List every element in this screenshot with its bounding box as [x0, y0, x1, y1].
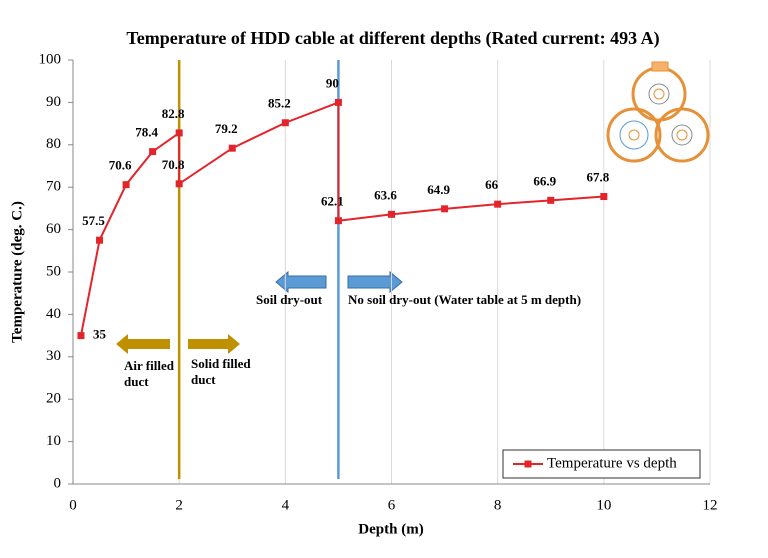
- annotation: Solid filled duct: [191, 356, 251, 387]
- legend-marker: [524, 460, 532, 468]
- annotation: Soil dry-out: [256, 292, 323, 307]
- marker: [149, 148, 157, 156]
- x-tick-label: 6: [388, 497, 396, 513]
- x-axis-label: Depth (m): [358, 521, 423, 537]
- data-label: 79.2: [215, 121, 238, 136]
- marker: [281, 119, 289, 127]
- marker: [77, 332, 85, 340]
- marker: [228, 144, 236, 152]
- y-tick-label: 80: [46, 136, 61, 152]
- marker: [441, 205, 449, 213]
- annotation: Air filled duct: [124, 358, 174, 389]
- marker: [494, 200, 502, 208]
- data-label: 85.2: [268, 96, 291, 111]
- x-tick-label: 0: [69, 497, 77, 513]
- x-tick-label: 10: [596, 497, 611, 513]
- marker: [96, 236, 104, 244]
- data-label: 70.8: [162, 157, 185, 172]
- y-tick-label: 70: [46, 179, 61, 195]
- y-tick-label: 100: [39, 51, 62, 67]
- cable-icon: [606, 61, 710, 163]
- data-label: 64.9: [427, 182, 450, 197]
- x-tick-label: 12: [703, 497, 718, 513]
- chart-title: Temperature of HDD cable at different de…: [126, 28, 659, 49]
- y-tick-label: 0: [54, 475, 62, 491]
- data-label: 63.6: [374, 187, 397, 202]
- data-label: 35: [93, 327, 107, 342]
- arrow: [347, 270, 403, 294]
- data-label: 78.4: [135, 125, 158, 140]
- arrow: [275, 270, 327, 294]
- marker: [334, 98, 342, 106]
- y-tick-label: 40: [46, 306, 61, 322]
- arrow: [116, 334, 170, 354]
- marker: [388, 210, 395, 218]
- data-label: 66.9: [533, 173, 556, 188]
- legend-label: Temperature vs depth: [547, 455, 677, 471]
- y-tick-label: 20: [46, 391, 61, 407]
- data-label: 57.5: [82, 213, 105, 228]
- marker: [334, 217, 342, 225]
- y-axis-label: Temperature (deg. C.): [9, 201, 25, 343]
- marker: [175, 180, 183, 188]
- marker: [547, 196, 555, 204]
- data-label: 70.6: [109, 158, 132, 173]
- y-tick-label: 10: [46, 433, 61, 449]
- x-tick-label: 4: [282, 497, 290, 513]
- data-label: 82.8: [162, 106, 185, 121]
- data-label: 67.8: [586, 170, 609, 185]
- y-tick-label: 30: [46, 348, 61, 364]
- data-label: 66: [485, 177, 499, 192]
- x-tick-label: 8: [494, 497, 502, 513]
- y-tick-label: 50: [46, 263, 61, 279]
- data-label: 90: [326, 75, 339, 90]
- data-label: 62.1: [321, 194, 344, 209]
- marker: [600, 193, 608, 201]
- marker: [175, 129, 183, 137]
- annotation: No soil dry-out (Water table at 5 m dept…: [348, 292, 582, 307]
- y-tick-label: 90: [46, 94, 61, 110]
- y-tick-label: 60: [46, 221, 61, 237]
- x-tick-label: 2: [175, 497, 183, 513]
- arrow: [188, 334, 240, 354]
- marker: [122, 181, 130, 189]
